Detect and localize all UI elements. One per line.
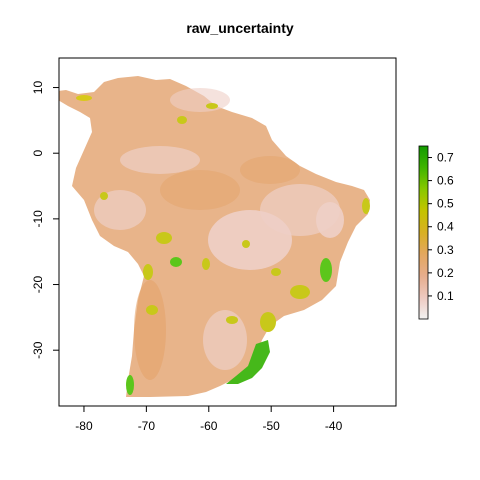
x-tick-label: -60 xyxy=(200,419,218,433)
legend-tick-label: 0.5 xyxy=(437,197,454,211)
mid-uncertainty-patch xyxy=(240,156,300,184)
x-axis: -80 -70 -60 -50 -40 xyxy=(75,405,343,433)
y-tick-label: -30 xyxy=(31,341,45,359)
high-uncertainty-spot xyxy=(320,258,332,282)
high-uncertainty-spot xyxy=(226,316,238,324)
high-uncertainty-spot xyxy=(126,375,134,395)
color-legend: 0.1 0.2 0.3 0.4 0.5 0.6 0.7 xyxy=(418,145,454,320)
y-axis: 10 0 -10 -20 -30 xyxy=(31,81,60,359)
y-tick-label: 0 xyxy=(31,150,45,157)
plot-title: raw_uncertainty xyxy=(186,20,294,36)
high-uncertainty-spot xyxy=(206,103,218,109)
high-uncertainty-spots xyxy=(76,95,370,395)
legend-colorbar xyxy=(418,145,429,320)
high-uncertainty-spot xyxy=(143,264,153,280)
high-uncertainty-spot xyxy=(177,116,187,124)
y-tick-label: -20 xyxy=(31,276,45,294)
legend-tick-label: 0.3 xyxy=(437,243,454,257)
high-uncertainty-spot xyxy=(362,198,370,214)
legend-tick-label: 0.6 xyxy=(437,174,454,188)
high-uncertainty-spot xyxy=(260,312,276,332)
high-uncertainty-spot xyxy=(290,285,310,299)
high-uncertainty-spot xyxy=(242,240,250,248)
x-tick-label: -50 xyxy=(263,419,281,433)
high-uncertainty-spot xyxy=(202,258,210,270)
land-raster xyxy=(59,76,370,397)
high-uncertainty-spot xyxy=(170,257,182,267)
x-tick-label: -80 xyxy=(75,419,93,433)
legend-tick-label: 0.1 xyxy=(437,289,454,303)
y-tick-label: -10 xyxy=(31,210,45,228)
low-uncertainty-patch xyxy=(316,202,344,238)
high-uncertainty-spot xyxy=(271,268,281,276)
low-uncertainty-patch xyxy=(170,88,230,112)
x-tick-label: -70 xyxy=(138,419,156,433)
high-uncertainty-spot xyxy=(156,232,172,244)
high-uncertainty-spot xyxy=(146,305,158,315)
mid-uncertainty-patch xyxy=(134,280,166,380)
x-tick-label: -40 xyxy=(325,419,343,433)
y-tick-label: 10 xyxy=(31,81,45,95)
high-uncertainty-spot xyxy=(100,192,108,200)
mid-uncertainty-patch xyxy=(160,170,240,210)
legend-tick-label: 0.2 xyxy=(437,266,454,280)
low-uncertainty-patch xyxy=(120,146,200,174)
low-uncertainty-patch xyxy=(94,190,146,230)
high-uncertainty-spot xyxy=(76,95,92,101)
legend-tick-label: 0.4 xyxy=(437,220,454,234)
uncertainty-patches xyxy=(94,88,344,380)
coastal-green-strip xyxy=(226,340,270,384)
legend-tick-label: 0.7 xyxy=(437,151,454,165)
low-uncertainty-patch xyxy=(203,310,247,370)
